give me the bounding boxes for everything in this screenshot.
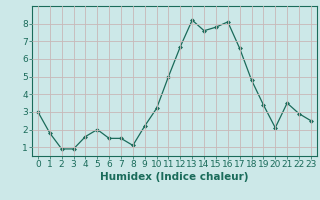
X-axis label: Humidex (Indice chaleur): Humidex (Indice chaleur) (100, 172, 249, 182)
